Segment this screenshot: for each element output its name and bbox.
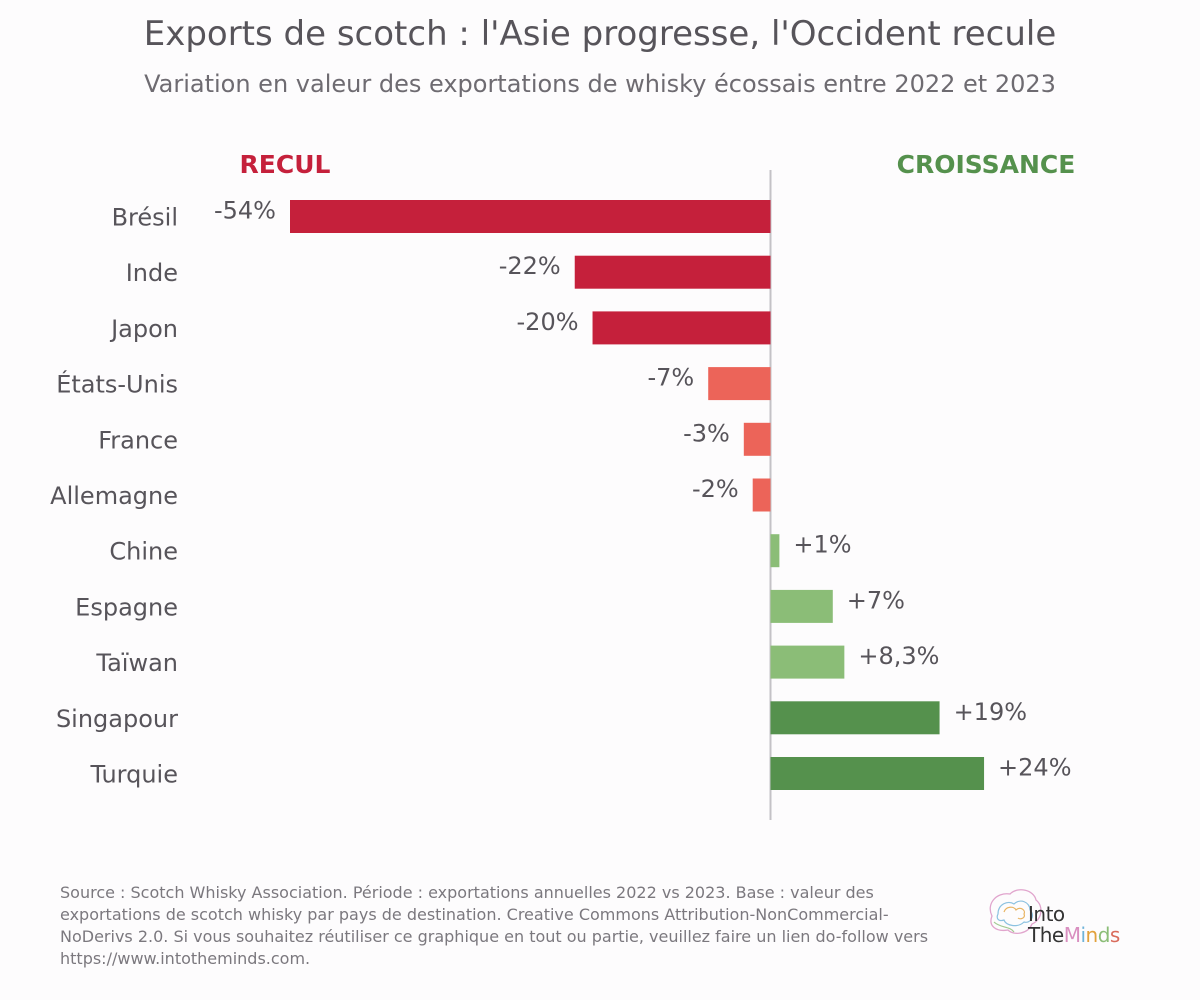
category-label-8: Taïwan (95, 649, 178, 677)
category-label-4: France (98, 426, 178, 454)
bar-2 (592, 311, 771, 345)
value-label-6: +1% (793, 531, 851, 559)
chart-subtitle: Variation en valeur des exportations de … (144, 70, 1056, 98)
diverging-bar-chart: RECUL CROISSANCE Brésil -54% Inde -22% Japon… (50, 150, 1076, 820)
chart-title: Exports de scotch : l'Asie progresse, l'… (143, 14, 1057, 54)
category-label-7: Espagne (75, 593, 178, 621)
value-label-8: +8,3% (858, 642, 939, 670)
source-note: Source : Scotch Whisky Association. Péri… (60, 883, 929, 968)
category-label-3: États-Unis (56, 370, 178, 399)
logo-text-the: The (1028, 923, 1064, 947)
bar-0 (290, 200, 771, 233)
bar-9 (770, 701, 940, 735)
bar-6 (770, 534, 780, 568)
logo-text-line2: TheMinds (1028, 925, 1120, 946)
category-label-5: Allemagne (50, 482, 178, 510)
category-label-0: Brésil (112, 204, 178, 232)
logo-letter: i (1080, 923, 1086, 947)
logo-letter: s (1109, 923, 1120, 947)
logo-text-line1: Into (1028, 902, 1065, 926)
brain-logo-icon (989, 889, 1042, 935)
category-label-6: Chine (109, 538, 178, 566)
decline-header: RECUL (240, 150, 331, 179)
category-label-1: Inde (126, 259, 178, 287)
bar-series: Brésil -54% Inde -22% Japon -20% États-Unis -7%… (50, 197, 1072, 790)
growth-header: CROISSANCE (897, 150, 1076, 179)
value-label-4: -3% (683, 419, 730, 447)
intotheminds-logo: Into TheMinds (984, 884, 1144, 954)
value-label-9: +19% (954, 698, 1027, 726)
category-label-10: Turquie (89, 761, 178, 789)
value-label-10: +24% (998, 754, 1071, 782)
bar-7 (770, 589, 833, 623)
bar-10 (770, 757, 985, 790)
category-label-9: Singapour (56, 705, 178, 733)
value-label-1: -22% (499, 252, 561, 280)
bar-8 (770, 645, 845, 679)
bar-4 (743, 422, 771, 456)
bar-5 (752, 478, 771, 512)
bar-1 (574, 255, 771, 289)
value-label-0: -54% (214, 197, 276, 225)
bar-3 (708, 367, 771, 401)
value-label-3: -7% (647, 364, 694, 392)
logo-letter: M (1063, 923, 1081, 947)
logo-letter: d (1097, 923, 1111, 947)
value-label-5: -2% (692, 475, 739, 503)
logo-letter: n (1085, 923, 1099, 947)
value-label-2: -20% (517, 308, 579, 336)
category-label-2: Japon (109, 315, 178, 343)
value-label-7: +7% (847, 586, 905, 614)
